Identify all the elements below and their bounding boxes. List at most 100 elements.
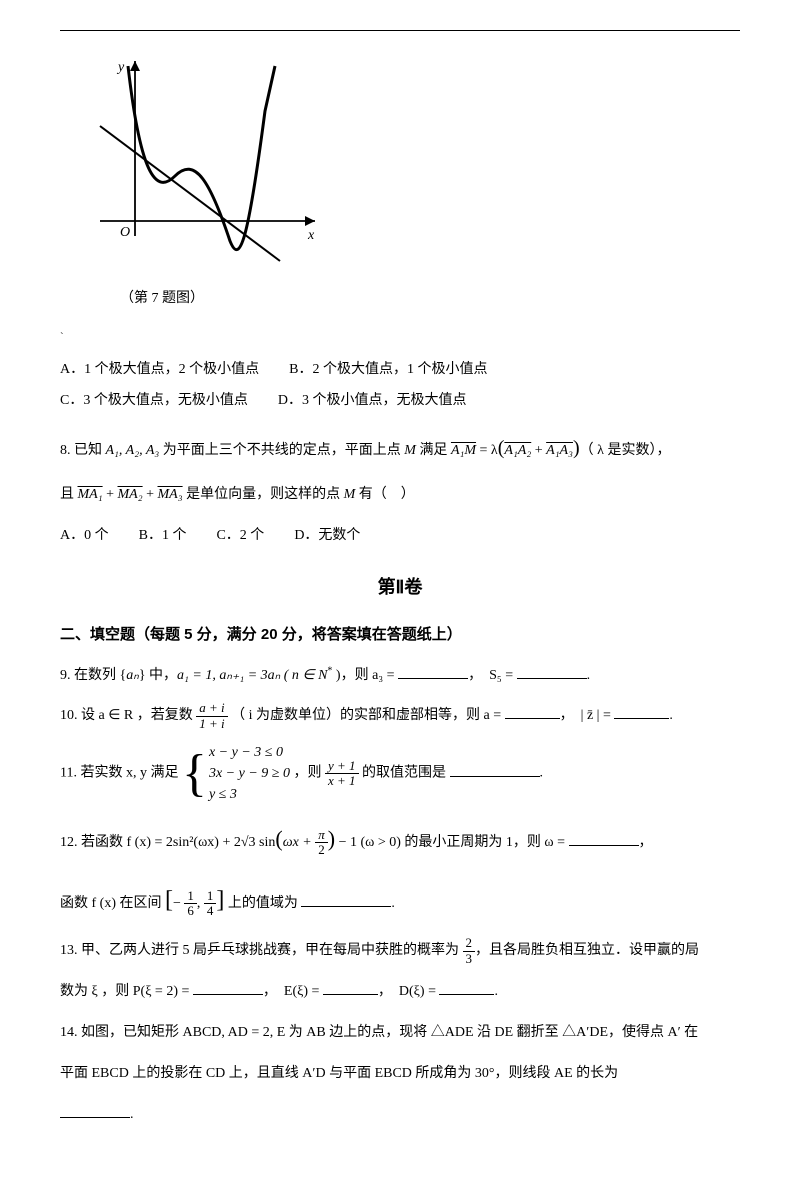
- q14-line3: .: [60, 1100, 740, 1131]
- q9-blank2: [517, 663, 587, 678]
- q13-b: ，且各局胜负相互独立．设甲赢的局: [475, 943, 699, 958]
- q9-b: } 中，: [139, 668, 177, 683]
- q12-neg: −: [173, 896, 184, 911]
- q8-line2: 且 MA₁ + MA₂ + MA₃ 是单位向量，则这样的点 M 有（ ）: [60, 480, 740, 511]
- q10-blank2: [614, 704, 669, 719]
- q8-l2b: 是单位向量，则这样的点: [183, 487, 344, 502]
- q7-svg: O x y: [80, 51, 330, 271]
- q12-n2: 1: [204, 889, 217, 904]
- q12-line2: 函数 f (x) 在区间 [− 16, 14] 上的值域为 .: [60, 874, 740, 927]
- q8-opt-a: A．0 个: [60, 521, 109, 552]
- q8-tail1: （ λ 是实数），: [580, 443, 671, 458]
- q12-arg: ωx +: [283, 835, 316, 850]
- q12-d1: 6: [184, 904, 197, 918]
- q8-l2c: 有（ ）: [355, 487, 415, 502]
- q13-e: ， D(ξ) =: [378, 984, 440, 999]
- origin-label: O: [120, 225, 130, 240]
- q10-den: 1 + i: [196, 717, 227, 731]
- q7-options: A．1 个极大值点，2 个极小值点 B．2 个极大值点，1 个极小值点 C．3 …: [60, 355, 740, 417]
- q10-a: 10. 设 a ∈ R ，若复数: [60, 708, 196, 723]
- q14-blank: [60, 1102, 130, 1117]
- q8-v2: MA₂: [118, 487, 143, 502]
- q13-c: 数为 ξ ，则 P(ξ = 2) =: [60, 984, 193, 999]
- q10-num: a + i: [196, 701, 227, 716]
- q12-lp: (: [275, 826, 282, 851]
- q7-figure: O x y （第 7 题图）: [80, 51, 740, 315]
- q12-blank2: [301, 891, 391, 906]
- y-axis-label: y: [116, 60, 125, 75]
- q14-c: .: [130, 1107, 134, 1122]
- q8-r2: A₁A₃: [546, 443, 573, 458]
- q11: 11. 若实数 x, y 满足 { x − y − 3 ≤ 0 3x − y −…: [60, 742, 740, 805]
- q11-r2: 3x − y − 9 ≥ 0: [209, 763, 290, 784]
- q14-line2: 平面 EBCD 上的投影在 CD 上，且直线 A′D 与平面 EBCD 所成角为…: [60, 1059, 740, 1090]
- q11-b: ，则: [293, 766, 325, 781]
- q12-comma: ,: [197, 896, 204, 911]
- q11-a: 11. 若实数 x, y 满足: [60, 766, 182, 781]
- q7-caption: （第 7 题图）: [120, 284, 740, 315]
- q8-opt-d: D．无数个: [294, 521, 360, 552]
- q13-d: ， E(ξ) =: [263, 984, 323, 999]
- q9-f: .: [587, 668, 591, 683]
- q10-d: .: [669, 708, 673, 723]
- q8-eq: = λ: [476, 443, 498, 458]
- q11-d: .: [540, 766, 544, 781]
- q9-a: 9. 在数列 {: [60, 668, 126, 683]
- q9: 9. 在数列 {aₙ} 中，a₁ = 1, aₙ₊₁ = 3aₙ ( n ∈ N…: [60, 661, 740, 692]
- q8-m2: M: [344, 487, 356, 502]
- q12-d2: 4: [204, 904, 217, 918]
- q12-lb: [: [165, 887, 173, 913]
- q11-den: x + 1: [325, 774, 359, 788]
- q9-c: a₁ = 1, aₙ₊₁ = 3aₙ ( n ∈ N: [177, 668, 327, 683]
- q8-t1: 8. 已知: [60, 443, 106, 458]
- q8-v1: MA₁: [78, 487, 103, 502]
- q14-b: 平面 EBCD 上的投影在 CD 上，且直线 A′D 与平面 EBCD 所成角为…: [60, 1066, 618, 1081]
- q9-e: ， S₅ =: [468, 668, 517, 683]
- q12-c: ，: [639, 835, 653, 850]
- q7-opt-c: C．3 个极大值点，无极小值点: [60, 386, 248, 417]
- q8-v3: MA₃: [158, 487, 183, 502]
- q12-n1: 1: [184, 889, 197, 904]
- q8-l2a: 且: [60, 487, 78, 502]
- q8-t2: 为平面上三个不共线的定点，平面上点: [159, 443, 404, 458]
- q12-a: 12. 若函数 f (x) = 2sin²(ωx) + 2√3 sin: [60, 835, 275, 850]
- q11-blank: [450, 762, 540, 777]
- q7-quote-mark: `: [60, 325, 740, 349]
- q14-a: 14. 如图，已知矩形 ABCD, AD = 2, E 为 AB 边上的点，现将…: [60, 1025, 698, 1040]
- q8-a123: A₁, A₂, A₃: [106, 443, 160, 458]
- q7-opt-b: B．2 个极大值点，1 个极小值点: [289, 355, 487, 386]
- q8-r1: A₁A₂: [504, 443, 531, 458]
- page-rule: [60, 30, 740, 31]
- q13-blank1: [193, 980, 263, 995]
- q12-blank1: [569, 831, 639, 846]
- q9-blank1: [398, 663, 468, 678]
- q12-rp: ): [328, 826, 335, 851]
- fill-title: 二、填空题（每题 5 分，满分 20 分，将答案填在答题纸上）: [60, 618, 740, 651]
- q13-f: .: [494, 984, 498, 999]
- q12-f: .: [391, 896, 395, 911]
- q8-t3: 满足: [416, 443, 451, 458]
- part2-title: 第Ⅱ卷: [60, 568, 740, 608]
- q13-a: 13. 甲、乙两人进行 5 局乒乓球挑战赛，甲在每局中获胜的概率为: [60, 943, 463, 958]
- q7-opt-d: D．3 个极小值点，无极大值点: [278, 386, 467, 417]
- q10: 10. 设 a ∈ R ，若复数 a + i1 + i （ i 为虚数单位）的实…: [60, 701, 740, 732]
- q8-options: A．0 个 B．1 个 C．2 个 D．无数个: [60, 521, 740, 552]
- q12-pi: π: [315, 828, 328, 843]
- q8-m: M: [404, 443, 416, 458]
- q12-b: − 1 (ω > 0) 的最小正周期为 1，则 ω =: [335, 835, 568, 850]
- q8-lhs: A₁M: [451, 443, 476, 458]
- q8-opt-c: C．2 个: [216, 521, 264, 552]
- q8: 8. 已知 A₁, A₂, A₃ 为平面上三个不共线的定点，平面上点 M 满足 …: [60, 426, 740, 470]
- q10-c: ， | z̄ | =: [560, 708, 615, 723]
- q12-d: 函数 f (x) 在区间: [60, 896, 165, 911]
- q11-c: 的取值范围是: [359, 766, 450, 781]
- q11-num: y + 1: [325, 759, 359, 774]
- q12-e: 上的值域为: [224, 896, 301, 911]
- q12-two: 2: [315, 843, 328, 857]
- q10-b: （ i 为虚数单位）的实部和虚部相等，则 a =: [231, 708, 505, 723]
- q13-den: 3: [463, 952, 476, 966]
- q10-blank1: [505, 704, 560, 719]
- q13-blank2: [323, 980, 378, 995]
- q8-opt-b: B．1 个: [139, 521, 187, 552]
- q11-r3: y ≤ 3: [209, 784, 290, 805]
